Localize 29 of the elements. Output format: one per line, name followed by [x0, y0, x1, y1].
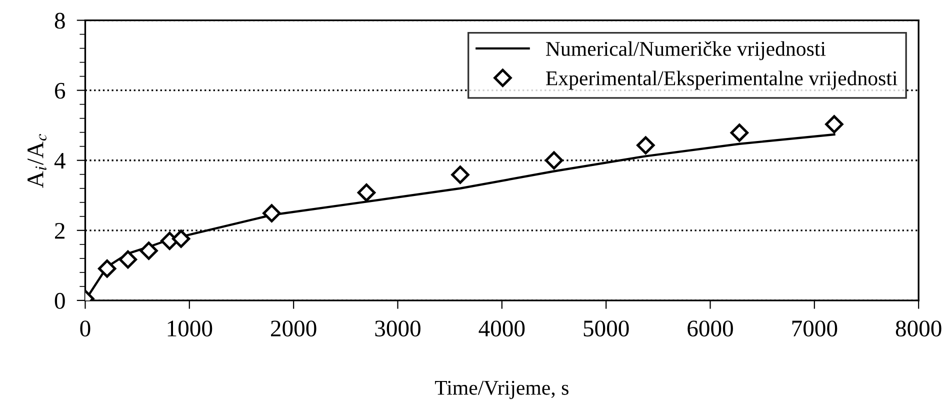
x-tick-label: 3000 — [375, 320, 420, 336]
legend-label: Numerical/Numeričke vrijednosti — [546, 41, 826, 60]
point — [118, 250, 138, 269]
point — [172, 230, 190, 248]
point — [825, 115, 844, 134]
x-tick-label: 2000 — [270, 320, 316, 336]
x-tick-label: 7000 — [792, 320, 838, 336]
y-tick-label: 0 — [54, 292, 65, 309]
y-tick-label: 6 — [54, 82, 66, 99]
legend-label: Experimental/Eksperimentalne vrijednosti — [546, 70, 898, 90]
y-axis-title: A$_{i}$/A$_{c}$ — [28, 134, 46, 188]
point — [544, 151, 564, 170]
y-tick-label: 4 — [54, 153, 66, 169]
point — [636, 136, 655, 154]
x-axis-title: Time/Vrijeme, s — [435, 380, 568, 400]
x-tick-label: 6000 — [688, 320, 733, 336]
x-tick-label: 0 — [80, 320, 90, 336]
x-tick-label: 4000 — [478, 320, 525, 336]
y-tick-label: 2 — [55, 222, 64, 239]
point — [730, 124, 749, 142]
x-tick-label: 1000 — [168, 320, 212, 336]
x-tick-label: 5000 — [584, 320, 629, 336]
point — [98, 259, 116, 278]
point — [451, 166, 470, 184]
y-tick-label: 8 — [54, 12, 65, 29]
point — [357, 183, 376, 202]
point — [262, 204, 281, 222]
x-tick-label: 8000 — [896, 320, 942, 336]
point — [140, 242, 158, 260]
